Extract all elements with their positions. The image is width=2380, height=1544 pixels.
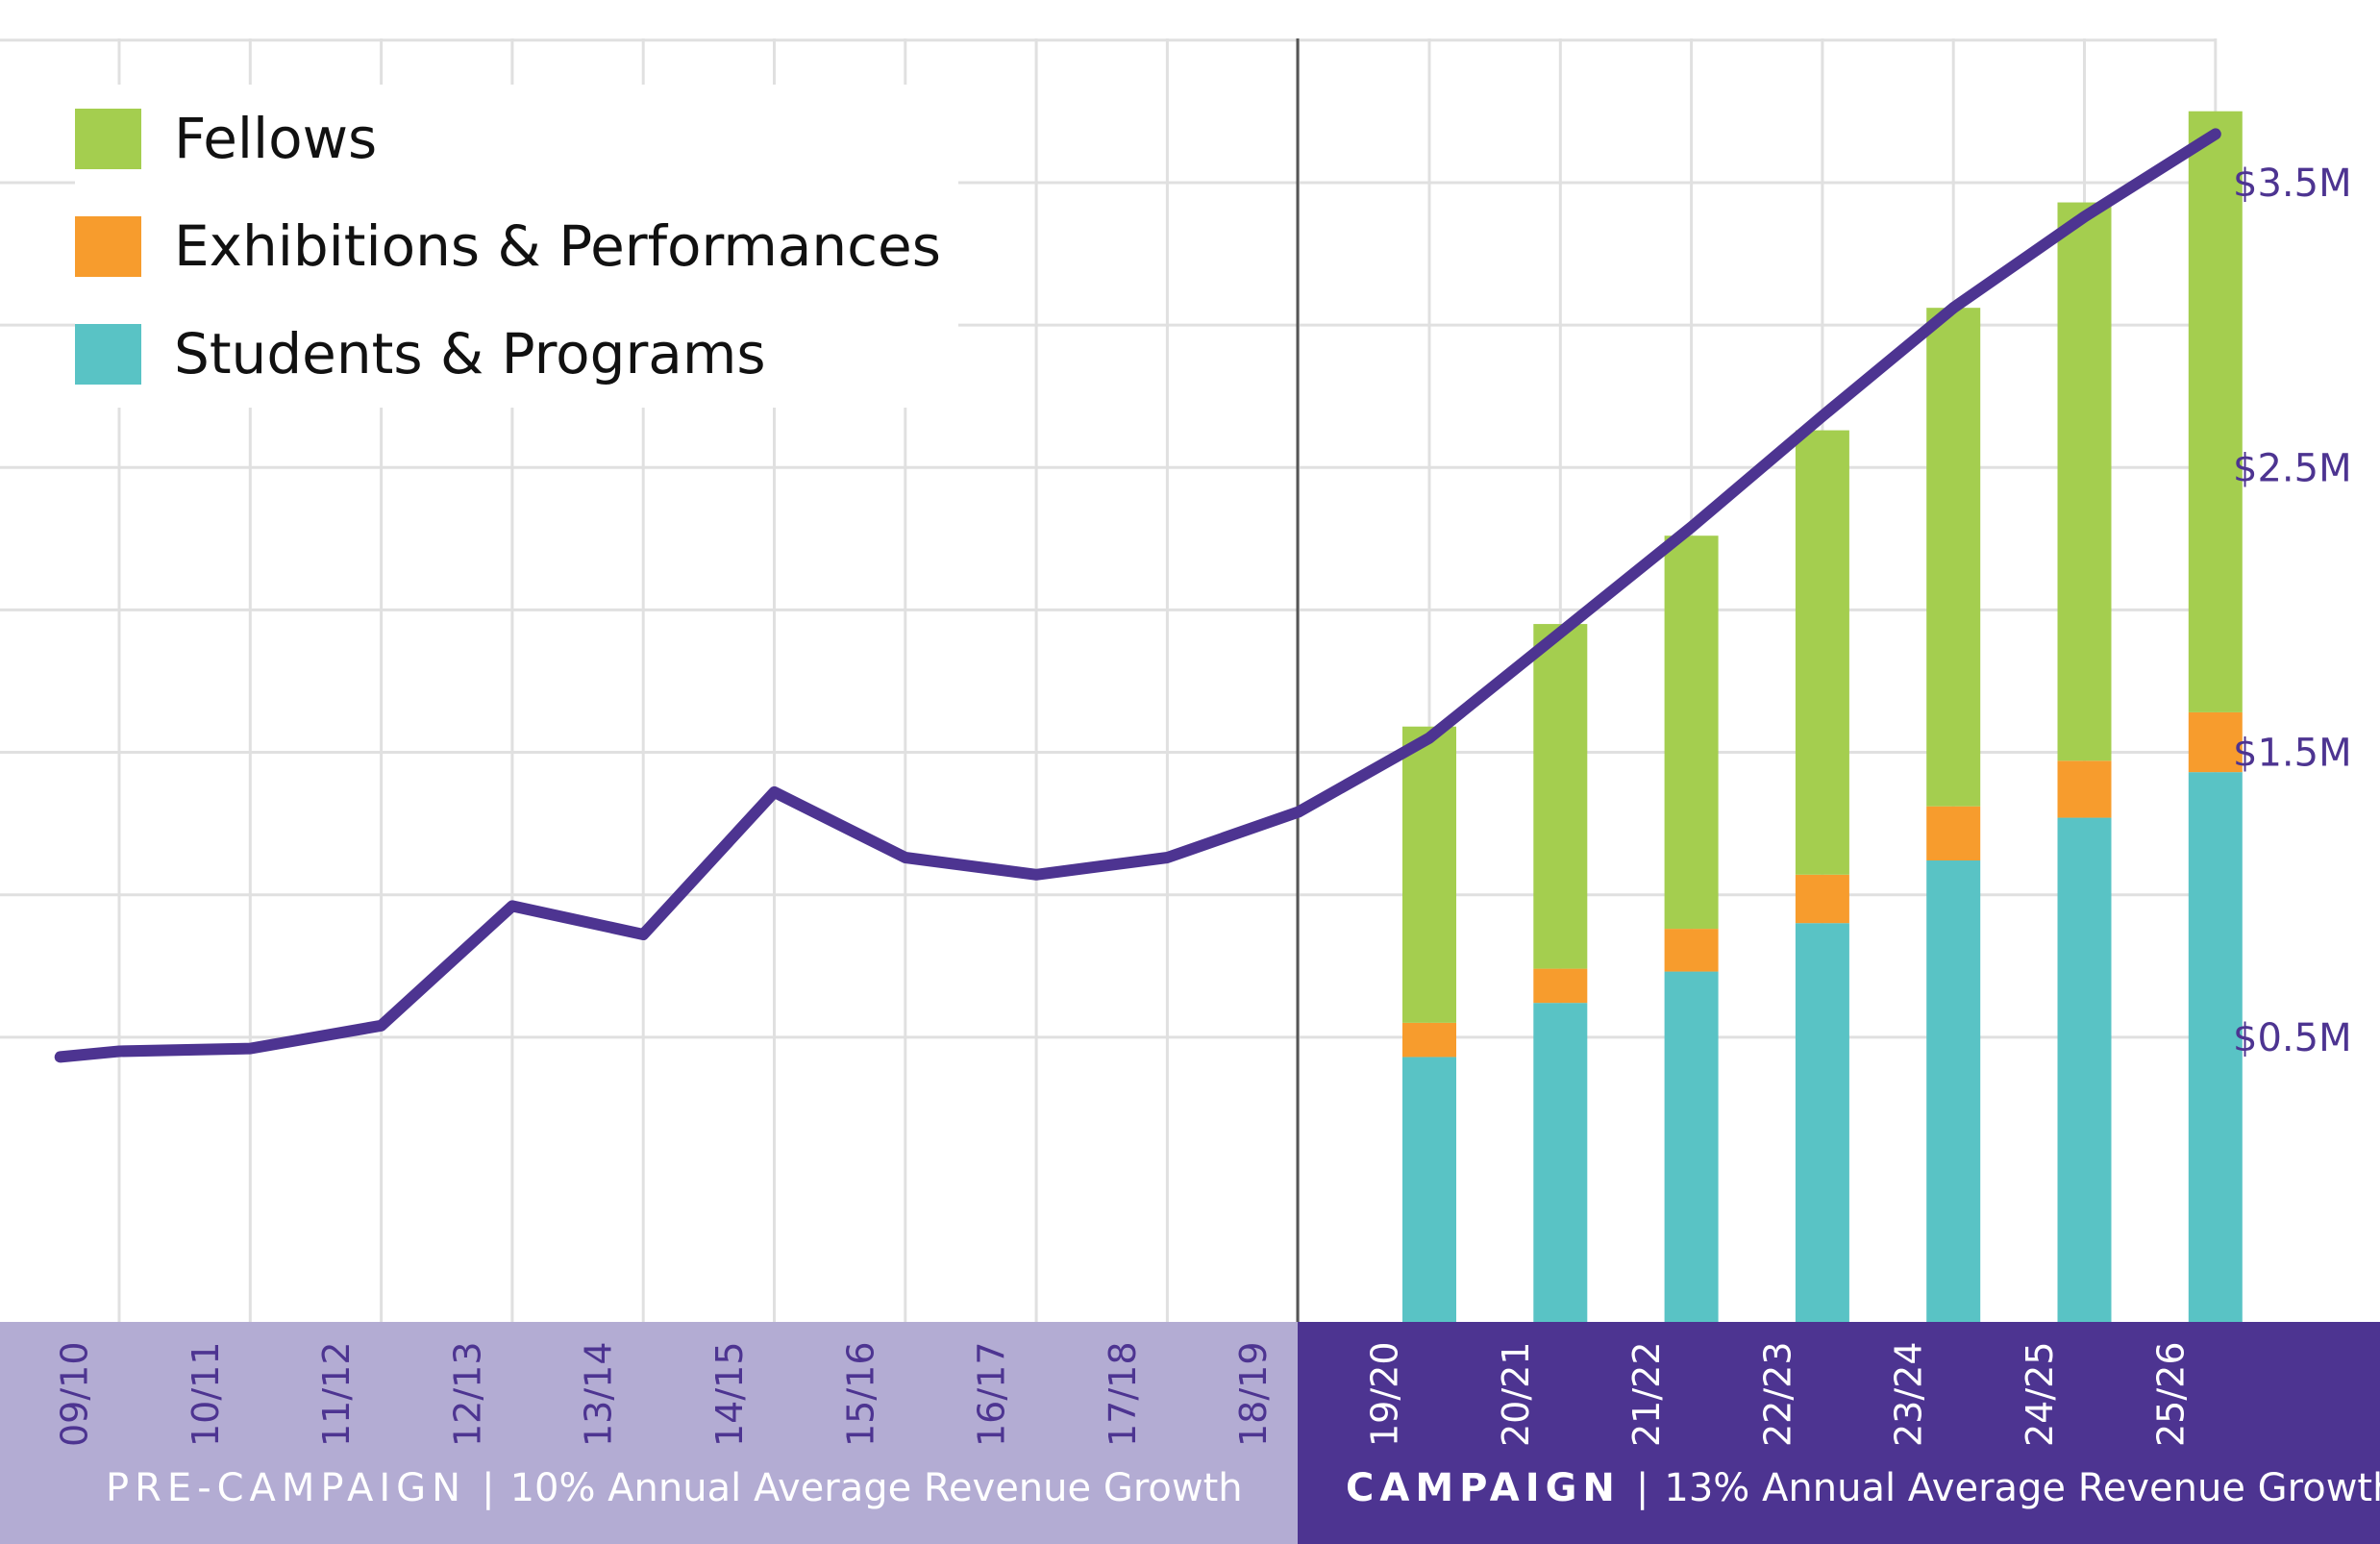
bar-segment-exhibitions-performances-21-22	[1664, 929, 1719, 972]
legend-label-exhibitions: Exhibitions & Performances	[174, 213, 941, 279]
x-tick-22-23: 22/23	[1756, 1341, 1798, 1447]
pre-campaign-label: PRE-CAMPAIGN	[106, 1466, 467, 1510]
legend-label-fellows: Fellows	[174, 106, 378, 171]
bar-segment-fellows-24-25	[2057, 202, 2112, 761]
pre-campaign-band	[0, 1322, 1298, 1544]
legend-swatch-students	[75, 323, 141, 385]
x-tick-23-24: 23/24	[1888, 1341, 1930, 1447]
y-axis-labels: $0.5M$1.5M$2.5M$3.5M$4.5M	[2233, 162, 2352, 1060]
x-tick-17-18: 17/18	[1102, 1341, 1144, 1447]
campaign-band	[1298, 1322, 2380, 1544]
legend-item-students: Students & Programs	[75, 300, 941, 408]
pre-campaign-growth-text: 10% Annual Average Revenue Growth	[509, 1466, 1243, 1510]
bar-segment-exhibitions-performances-20-21	[1533, 968, 1588, 1004]
campaign-growth-text: 13% Annual Average Revenue Growth	[1664, 1466, 2380, 1510]
x-tick-24-25: 24/25	[2019, 1341, 2061, 1447]
bar-segment-students-programs-23-24	[1926, 859, 1981, 1322]
bar-segment-fellows-25-26	[2188, 111, 2243, 712]
x-tick-16-17: 16/17	[971, 1341, 1013, 1447]
bar-segment-students-programs-22-23	[1795, 923, 1849, 1322]
y-tick-15M: $1.5M	[2233, 732, 2352, 776]
legend-item-exhibitions: Exhibitions & Performances	[75, 192, 941, 300]
bar-segment-students-programs-20-21	[1533, 1003, 1588, 1322]
bar-segment-students-programs-25-26	[2188, 772, 2243, 1322]
bar-segment-exhibitions-performances-23-24	[1926, 806, 1981, 860]
stacked-bars	[1296, 38, 2243, 1322]
x-tick-18-19: 18/19	[1232, 1341, 1275, 1447]
pre-campaign-caption: PRE-CAMPAIGN | 10% Annual Average Revenue …	[106, 1466, 1243, 1510]
y-tick-05M: $0.5M	[2233, 1016, 2352, 1060]
bar-segment-exhibitions-performances-25-26	[2188, 711, 2243, 773]
bar-segment-exhibitions-performances-19-20	[1402, 1022, 1456, 1058]
x-tick-12-13: 12/13	[446, 1341, 488, 1447]
total-revenue-line	[54, 128, 2221, 1063]
bar-segment-fellows-21-22	[1664, 535, 1719, 930]
campaign-separator: |	[1635, 1466, 1649, 1510]
x-tick-19-20: 19/20	[1364, 1341, 1406, 1447]
x-tick-13-14: 13/14	[578, 1341, 620, 1447]
bar-segment-fellows-19-20	[1402, 726, 1456, 1023]
bar-segment-students-programs-21-22	[1664, 971, 1719, 1322]
campaign-label: CAMPAIGN	[1346, 1466, 1621, 1510]
x-tick-25-26: 25/26	[2149, 1341, 2192, 1447]
bar-segment-fellows-23-24	[1926, 308, 1981, 807]
bar-segment-students-programs-24-25	[2057, 817, 2112, 1322]
x-tick-20-21: 20/21	[1495, 1341, 1537, 1447]
y-tick-25M: $2.5M	[2233, 446, 2352, 490]
y-tick-35M: $3.5M	[2233, 162, 2352, 206]
x-tick-14-15: 14/15	[708, 1341, 751, 1447]
period-bands	[0, 1322, 2380, 1544]
total-revenue-polyline	[54, 128, 2221, 1063]
legend-swatch-fellows	[75, 108, 141, 169]
bar-segment-students-programs-19-20	[1402, 1057, 1456, 1322]
x-tick-10-11: 10/11	[185, 1341, 227, 1447]
bar-segment-exhibitions-performances-24-25	[2057, 760, 2112, 818]
bar-segment-fellows-22-23	[1795, 430, 1849, 875]
x-tick-15-16: 15/16	[839, 1341, 881, 1447]
bar-segment-exhibitions-performances-22-23	[1795, 874, 1849, 924]
x-axis-labels: 09/10 10/11 11/12 12/13 13/14 14/15 15/16 16/17…	[54, 1341, 2193, 1447]
x-tick-09-10: 09/10	[54, 1341, 96, 1447]
x-tick-11-12: 11/12	[315, 1341, 358, 1447]
campaign-caption: CAMPAIGN | 13% Annual Average Revenue Grow…	[1346, 1466, 2380, 1510]
legend: Fellows Exhibitions & Performances Stude…	[75, 85, 958, 408]
bar-segment-fellows-20-21	[1533, 624, 1588, 969]
legend-item-fellows: Fellows	[75, 85, 941, 192]
legend-label-students: Students & Programs	[174, 321, 766, 386]
pre-campaign-separator: |	[482, 1466, 495, 1510]
x-tick-21-22: 21/22	[1625, 1341, 1668, 1447]
legend-swatch-exhibitions	[75, 215, 141, 277]
